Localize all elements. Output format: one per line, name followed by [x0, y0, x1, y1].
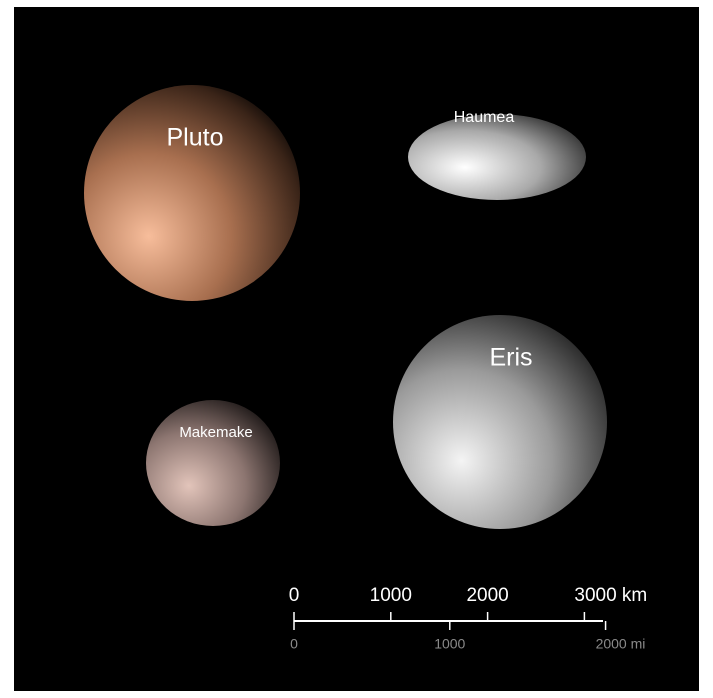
makemake-sphere: [146, 400, 280, 526]
planet-label: Makemake: [179, 424, 252, 441]
scale-tick-label: 3000 km: [574, 585, 647, 606]
planet-label: Pluto: [167, 124, 224, 152]
scale-tick-label: 1000: [434, 636, 465, 652]
haumea-ellipsoid: [408, 114, 586, 200]
pluto-sphere: [84, 85, 300, 301]
scale-tick-label: 1000: [370, 585, 412, 606]
planet-label: Haumea: [454, 109, 515, 126]
scale-tick-label: 2000: [466, 585, 508, 606]
scale-tick-label: 0: [290, 636, 298, 652]
scale-tick-label: 2000 mi: [596, 636, 646, 652]
planet-label: Eris: [489, 344, 532, 372]
eris-sphere: [393, 315, 607, 529]
scale-ticks: 0 1000 2000 3000 km 0 1000 2000 mi: [289, 585, 648, 652]
scale-tick-label: 0: [289, 585, 300, 606]
